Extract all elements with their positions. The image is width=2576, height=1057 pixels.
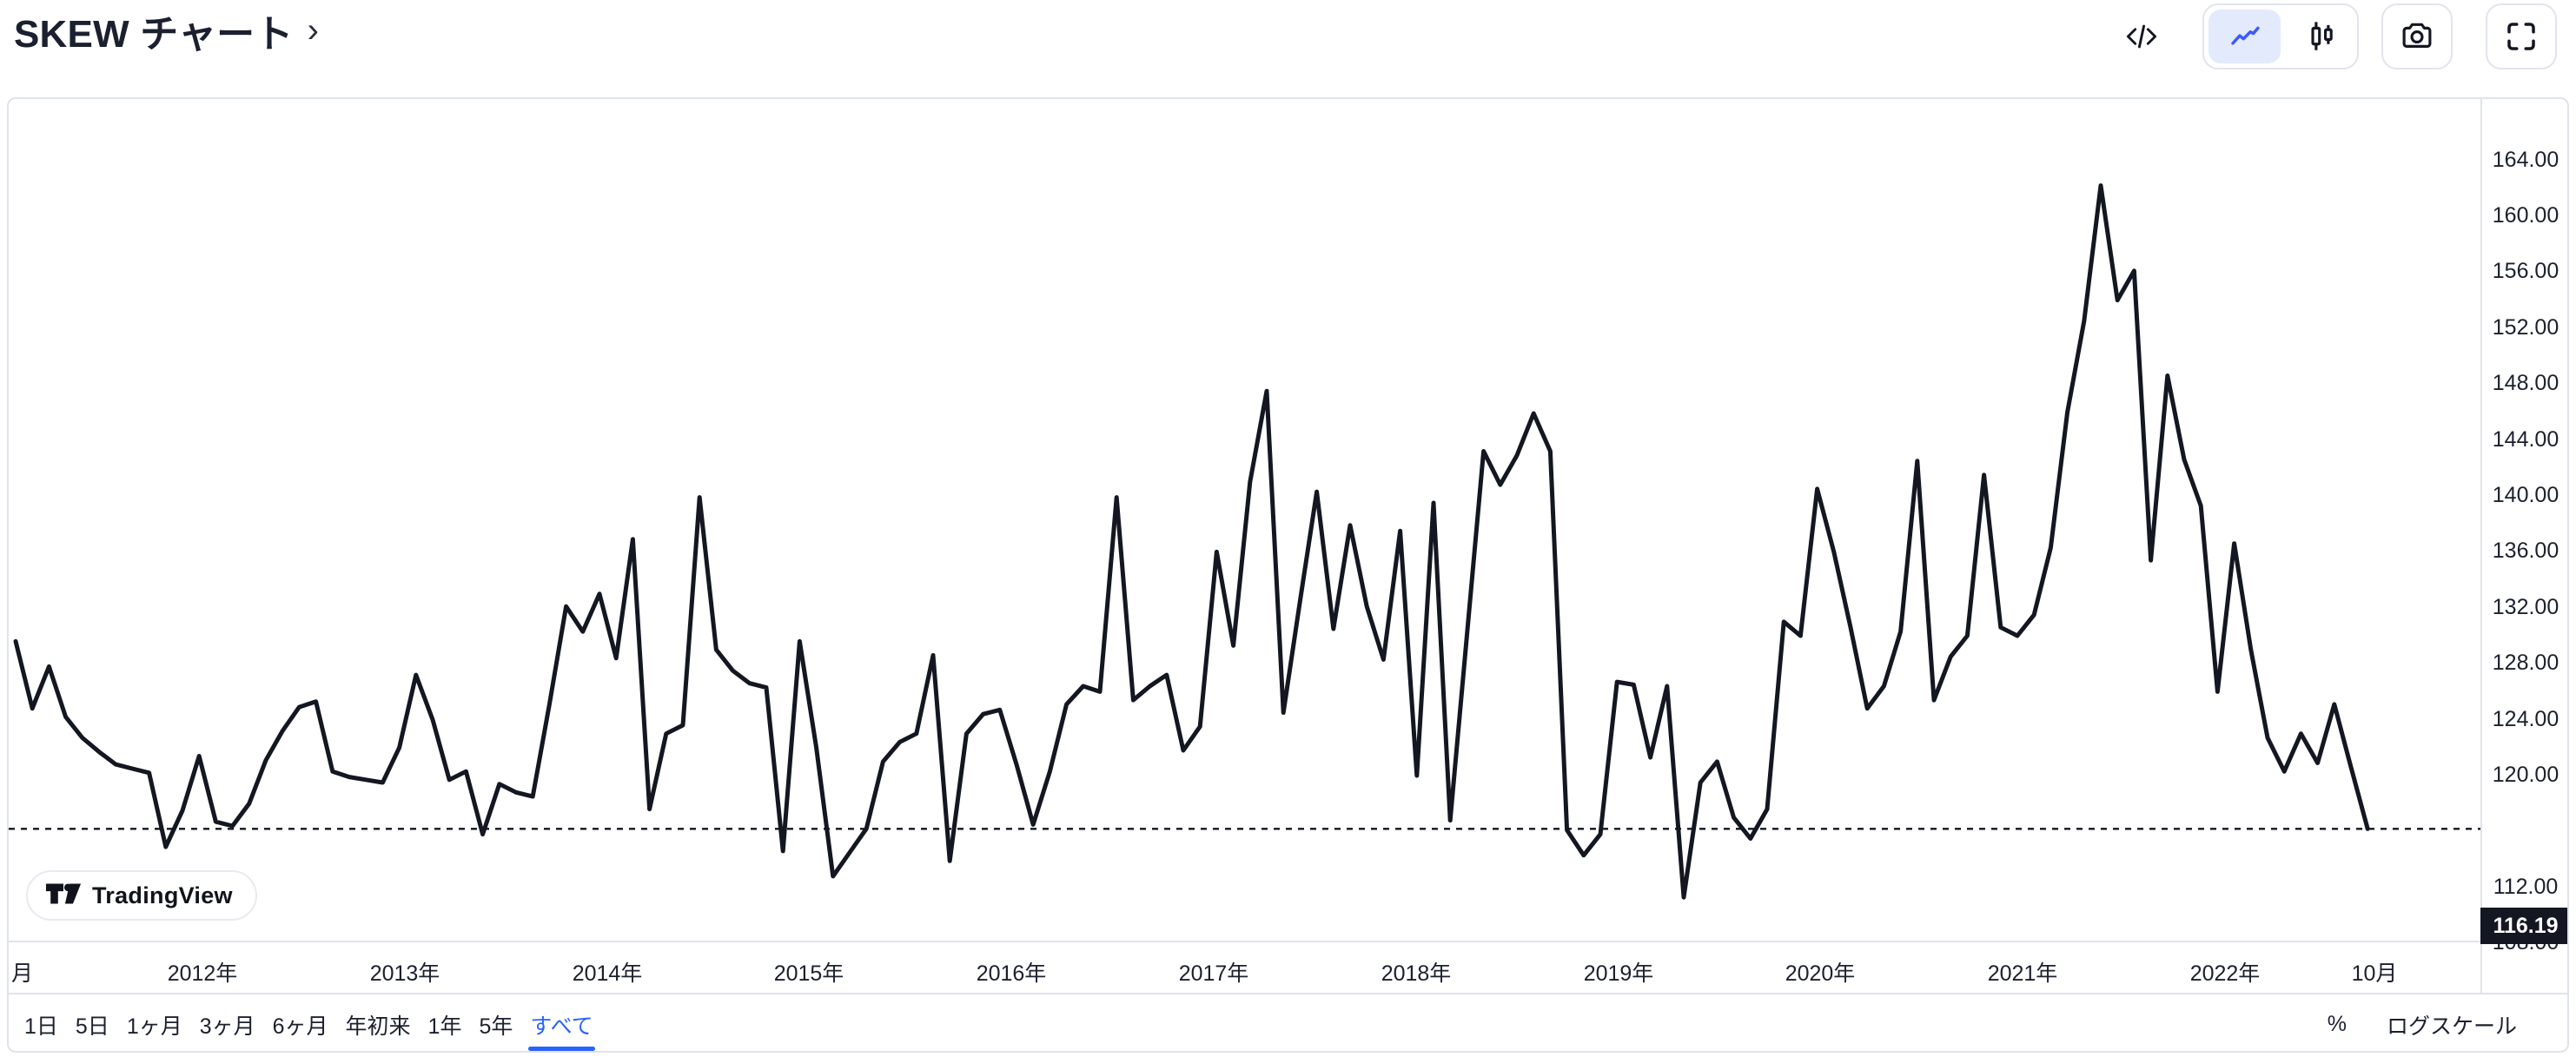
snapshot-button[interactable] xyxy=(2381,3,2453,69)
top-controls xyxy=(2119,3,2557,69)
price-tick-label: 112.00 xyxy=(2493,874,2559,899)
page-title[interactable]: SKEW チャート › xyxy=(14,2,319,59)
time-tick-label: 2016年 xyxy=(976,961,1047,986)
time-axis[interactable]: 月 2012年 2013年 2014年 2015年 2016年 2017年 2018年 2019… xyxy=(9,944,2480,993)
range-button-3ヶ月[interactable]: 3ヶ月 xyxy=(199,1014,255,1039)
line-style-button[interactable] xyxy=(2208,10,2281,63)
range-button-6ヶ月[interactable]: 6ヶ月 xyxy=(272,1014,328,1039)
time-axis-separator xyxy=(9,941,2480,942)
range-button-すべて[interactable]: すべて xyxy=(528,1007,595,1051)
code-brackets-icon xyxy=(2122,17,2161,56)
last-price-badge: 116.19 xyxy=(2480,908,2567,944)
time-tick-label: 2013年 xyxy=(369,961,440,986)
range-button-1年[interactable]: 1年 xyxy=(427,1014,462,1039)
skew-series-line xyxy=(13,183,2370,900)
price-tick-label: 136.00 xyxy=(2492,538,2559,564)
range-buttons: 1日 5日 1ヶ月 3ヶ月 6ヶ月 年初来 1年 5年 すべて xyxy=(9,1007,595,1051)
chart-widget-frame: 164.00 160.00 156.00 152.00 148.00 144.00 140.… xyxy=(7,97,2569,1053)
price-tick-label: 120.00 xyxy=(2492,763,2559,787)
tradingview-logo-icon xyxy=(45,882,82,909)
price-tick-label: 148.00 xyxy=(2492,371,2559,396)
percent-scale-toggle[interactable]: % xyxy=(2327,1012,2347,1036)
time-tick-label: 2014年 xyxy=(572,961,643,986)
fullscreen-button[interactable] xyxy=(2486,3,2557,69)
range-button-5年[interactable]: 5年 xyxy=(479,1014,513,1039)
camera-icon xyxy=(2399,18,2435,55)
time-tick-label: 2012年 xyxy=(167,961,238,986)
chevron-right-icon: › xyxy=(307,10,320,50)
range-button-年初来[interactable]: 年初来 xyxy=(345,1014,411,1039)
range-button-1日[interactable]: 1日 xyxy=(24,1014,58,1039)
candle-style-button[interactable] xyxy=(2285,5,2357,68)
price-tick-label: 140.00 xyxy=(2492,483,2559,507)
range-button-5日[interactable]: 5日 xyxy=(75,1014,109,1039)
scale-controls: % ログスケール xyxy=(2328,1009,2567,1040)
expand-corners-icon xyxy=(2503,18,2540,55)
time-tick-label: 2021年 xyxy=(1987,961,2058,986)
line-chart-icon xyxy=(2227,18,2263,55)
time-tick-label: 2019年 xyxy=(1583,961,1654,986)
price-tick-label: 124.00 xyxy=(2492,706,2559,731)
chart-style-toggle-group xyxy=(2202,3,2359,69)
time-tick-label: 2022年 xyxy=(2189,961,2261,986)
candlesticks-icon xyxy=(2303,18,2340,55)
price-tick-label: 152.00 xyxy=(2492,314,2559,340)
range-toolbar: 1日 5日 1ヶ月 3ヶ月 6ヶ月 年初来 1年 5年 すべて % ログスケール xyxy=(9,994,2567,1051)
time-tick-label: 月 xyxy=(11,961,34,986)
tradingview-attribution-label: TradingView xyxy=(92,882,233,908)
time-tick-label: 10月 xyxy=(2351,961,2398,986)
time-tick-label: 2017年 xyxy=(1178,961,1249,986)
price-tick-label: 128.00 xyxy=(2492,651,2559,676)
chart-plot[interactable] xyxy=(9,99,2480,942)
price-tick-label: 164.00 xyxy=(2492,147,2559,172)
range-button-1ヶ月[interactable]: 1ヶ月 xyxy=(126,1014,182,1039)
range-toolbar-separator xyxy=(9,993,2567,994)
price-axis[interactable]: 164.00 160.00 156.00 152.00 148.00 144.00 140.… xyxy=(2482,99,2567,993)
time-tick-label: 2018年 xyxy=(1381,961,1452,986)
price-tick-label: 132.00 xyxy=(2492,594,2559,619)
time-tick-label: 2020年 xyxy=(1785,961,1856,986)
tradingview-attribution[interactable]: TradingView xyxy=(26,870,257,921)
log-scale-toggle[interactable]: ログスケール xyxy=(2386,1014,2517,1039)
selected-range-underline xyxy=(528,1046,595,1051)
price-tick-label: 156.00 xyxy=(2492,259,2559,284)
embed-code-button[interactable] xyxy=(2119,4,2164,69)
price-axis-separator xyxy=(2480,99,2482,993)
price-tick-label: 160.00 xyxy=(2492,203,2559,228)
time-tick-label: 2015年 xyxy=(773,961,844,986)
price-tick-label: 144.00 xyxy=(2492,426,2559,452)
page-title-text: SKEW チャート xyxy=(14,13,294,56)
